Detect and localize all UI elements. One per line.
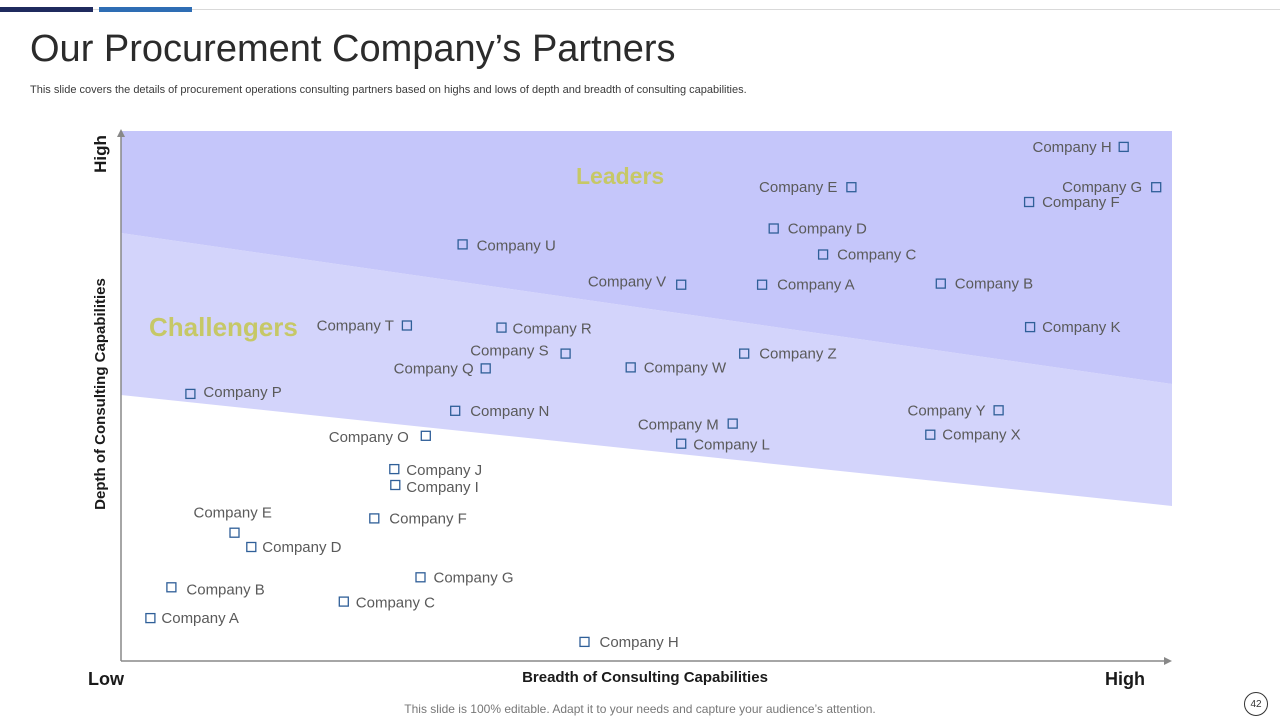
company-label: Company H [600,634,679,651]
company-label: Company L [693,437,770,454]
company-marker [166,582,177,593]
leaders-zone [121,131,1172,384]
zone-label-leaders: Leaders [576,163,664,189]
company-label: Company Y [907,402,985,419]
page-subtitle: This slide covers the details of procure… [30,84,747,96]
company-marker [817,249,829,260]
company-marker [185,388,196,400]
company-label: Company D [262,539,341,556]
company-marker [768,223,779,234]
company-label: Company D [788,221,867,238]
company-marker [1023,196,1035,208]
footer-note: This slide is 100% editable. Adapt it to… [404,702,876,716]
y-axis-high-label: High [91,135,110,173]
company-marker [389,463,400,475]
company-label: Company A [161,610,239,627]
company-marker [338,596,349,607]
company-label: Company I [406,479,479,496]
accent-bar-blue [99,7,192,12]
company-marker [420,430,431,441]
company-marker [560,348,571,359]
company-label: Company R [513,321,592,338]
challengers-zone [121,233,1172,506]
company-label: Company G [1062,179,1142,196]
company-marker [925,429,936,440]
company-marker [1118,141,1129,153]
company-marker [390,479,401,491]
company-label: Company N [470,403,549,420]
company-marker [756,279,768,290]
company-label: Company F [389,510,467,527]
company-label: Company U [477,237,556,254]
company-marker [480,363,491,374]
x-axis-title: Breadth of Consulting Capabilities [522,669,768,686]
company-marker [401,320,413,331]
company-label: Company P [203,384,281,401]
company-marker [846,182,857,193]
company-label: Company A [777,277,855,294]
company-label: Company Z [759,346,837,363]
company-marker [993,405,1004,416]
company-label: Company Q [394,360,474,377]
y-axis-title: Depth of Consulting Capabilities [92,278,109,510]
top-rule [0,9,1280,10]
x-axis-low-label: Low [88,669,125,689]
company-marker [739,348,750,359]
company-marker [229,527,240,538]
company-label: Company O [329,429,409,446]
company-label: Company W [644,359,727,376]
company-marker [496,322,507,333]
company-label: Company E [194,505,272,522]
company-marker [246,541,257,553]
company-marker [1024,321,1036,333]
company-label: Company H [1032,139,1111,156]
company-marker [676,279,687,290]
company-marker [1151,182,1162,193]
x-axis-high-label: High [1105,669,1145,689]
company-label: Company B [186,581,264,598]
zone-label-challengers: Challengers [149,312,298,342]
company-marker [457,239,468,250]
company-label: Company V [588,274,666,291]
company-label: Company C [837,247,916,264]
company-marker [450,405,461,416]
company-label: Company K [1042,319,1120,336]
company-label: Company C [356,595,435,612]
page-title: Our Procurement Company’s Partners [30,28,676,70]
company-marker [727,418,738,429]
company-label: Company X [942,427,1020,444]
company-label: Company B [955,276,1033,293]
company-label: Company T [317,318,394,335]
company-label: Company M [638,417,719,434]
company-marker [145,612,156,624]
company-label: Company J [406,462,482,479]
company-marker [935,278,946,289]
company-marker [625,362,636,373]
accent-bar-dark [0,7,93,12]
page-number: 42 [1244,692,1268,716]
company-label: Company S [470,343,548,360]
company-label: Company G [434,569,514,586]
company-marker [676,438,687,449]
company-label: Company E [759,179,837,196]
company-marker [415,572,426,583]
company-marker [579,636,590,648]
company-marker [369,513,380,524]
company-label: Company F [1042,194,1120,211]
